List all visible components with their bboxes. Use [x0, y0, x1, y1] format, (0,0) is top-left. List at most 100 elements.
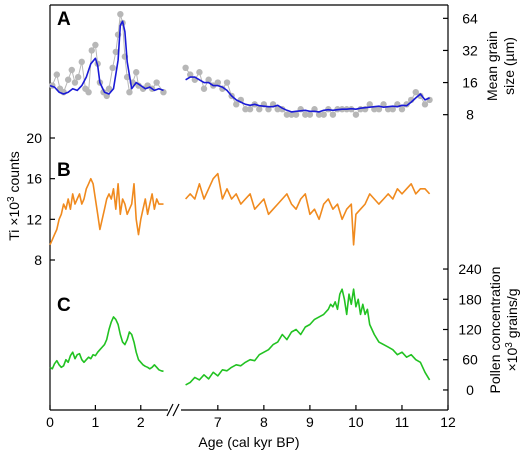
grain-size-point [417, 92, 424, 100]
grain-size-point [380, 101, 387, 108]
grain-size-point [246, 106, 254, 113]
y-tick-label: 32 [462, 42, 478, 58]
panel-b-y-axis-ticks: 8 12 16 20 [26, 130, 55, 268]
grain-size-point [389, 106, 396, 113]
y-tick-label: 16 [462, 75, 478, 91]
series-line-segment-1 [49, 177, 164, 246]
grain-size-point [200, 85, 208, 92]
panel-a-y-axis-ticks: 8 16 32 64 [443, 10, 478, 123]
x-tick-label: 7 [214, 414, 222, 430]
grain-size-point [242, 106, 249, 113]
panel-c-y-title-pre: ×10 [504, 348, 520, 372]
panel-a-grain-smooth [49, 20, 430, 113]
grain-size-point [109, 64, 116, 72]
grain-size-point [78, 58, 85, 66]
x-tick-label: 9 [306, 414, 314, 430]
grain-size-point [292, 111, 300, 118]
grain-size-point [233, 101, 240, 108]
grain-size-point [187, 71, 194, 78]
series-line-segment-2 [185, 172, 431, 246]
grain-size-point [283, 111, 291, 118]
grain-size-point [105, 85, 113, 92]
panel-a-y-title-line1: Mean grain [484, 31, 500, 101]
panel-b-y-title: Ti ×103 counts [6, 151, 22, 240]
panel-c-y-title-line2: ×103 grains/g [504, 288, 520, 371]
grain-size-point [274, 106, 281, 113]
grain-size-point [302, 111, 309, 118]
grain-size-point [153, 79, 160, 86]
series-line-segment-2 [185, 288, 431, 386]
grain-size-point [205, 76, 212, 83]
series-line-segment-2 [185, 76, 430, 113]
series-line-segment-1 [49, 316, 164, 373]
grain-size-point [366, 101, 373, 108]
panel-c-y-title-line1: Pollen concentration [487, 267, 503, 394]
panel-b-y-title-tail: counts [6, 151, 22, 196]
y-tick-label: 60 [462, 352, 478, 368]
grain-size-point [306, 111, 314, 118]
grain-size-point [71, 79, 79, 86]
grain-size-point [64, 76, 72, 83]
x-tick-label: 8 [260, 414, 268, 430]
grain-size-connector [51, 14, 164, 97]
plot-frame [49, 4, 449, 411]
grain-size-point [375, 106, 383, 113]
x-axis-title: Age (cal kyr BP) [198, 434, 299, 450]
x-tick-label: 11 [395, 414, 410, 430]
y-tick-label: 64 [462, 10, 478, 26]
y-tick-label: 8 [34, 252, 42, 268]
grain-size-point [112, 48, 120, 56]
grain-size-point [352, 111, 360, 118]
grain-size-point [223, 79, 231, 86]
grain-size-point [214, 79, 222, 86]
x-tick-label: 12 [440, 414, 456, 430]
panel-c-y-title-post: grains/g [504, 288, 520, 342]
panel-b-y-title-sup: 3 [6, 196, 17, 202]
panel-a-grain-size: 8 16 32 64 [49, 10, 478, 123]
panel-c-pollen-line [49, 288, 431, 386]
axis-break-mark [166, 403, 180, 417]
x-tick-label: 1 [91, 414, 99, 430]
y-tick-label: 8 [466, 107, 474, 123]
grain-size-point [421, 101, 429, 108]
x-tick-label: 10 [348, 414, 364, 430]
panel-c-y-title-sup: 3 [504, 342, 515, 348]
panel-a-y-title-line2: size (µm) [501, 37, 517, 95]
panel-c-y-axis-ticks: 0 60 120 180 240 [443, 261, 482, 398]
grain-size-point [412, 88, 419, 96]
grain-size-point [117, 10, 124, 18]
grain-size-point [265, 106, 272, 113]
grain-size-point [288, 111, 295, 118]
grain-size-point [88, 47, 95, 54]
panel-c-pollen: 0 60 120 180 240 [49, 261, 482, 398]
grain-size-point [68, 66, 75, 74]
grain-size-point [329, 111, 337, 118]
y-tick-label: 0 [466, 382, 474, 398]
grain-size-point [85, 88, 92, 96]
grain-size-point [92, 41, 99, 49]
y-tick-label: 20 [26, 130, 42, 146]
grain-size-point [426, 96, 433, 104]
grain-size-point [256, 106, 263, 113]
x-tick-label: 0 [46, 414, 54, 430]
panel-c-label: C [57, 295, 71, 316]
panel-b-label: B [57, 160, 71, 181]
grain-size-point [53, 71, 61, 78]
panel-a-label: A [57, 9, 71, 30]
grain-size-point [320, 111, 327, 118]
y-tick-label: 16 [26, 171, 42, 187]
grain-size-point [398, 106, 406, 113]
panel-b-y-title-main: Ti ×10 [6, 202, 22, 241]
y-tick-label: 180 [458, 291, 482, 307]
x-tick-label: 2 [137, 414, 145, 430]
y-tick-label: 12 [26, 211, 42, 227]
y-tick-label: 120 [458, 322, 482, 338]
panel-b-ti-counts: 8 12 16 20 [26, 130, 431, 268]
panel-b-ti-line [49, 172, 431, 246]
grain-size-point [196, 69, 203, 76]
y-tick-label: 240 [458, 261, 482, 277]
grain-size-point [315, 111, 323, 118]
series-line-segment-1 [49, 20, 164, 95]
